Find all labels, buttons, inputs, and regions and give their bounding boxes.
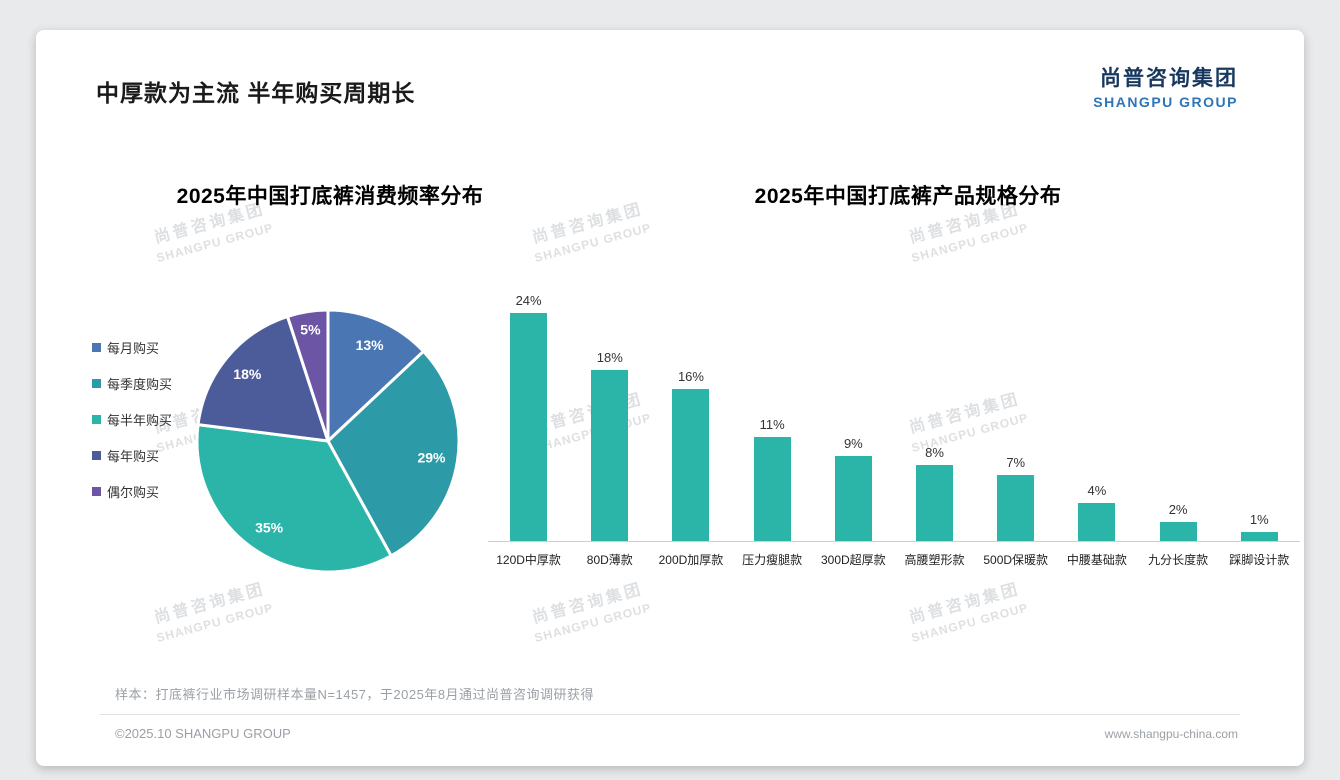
pie-slice-2 (195, 423, 393, 574)
bar-value-label: 24% (515, 293, 542, 308)
pie-slice-3 (196, 314, 330, 443)
footer: ©2025.10 SHANGPU GROUP www.shangpu-china… (115, 726, 1238, 741)
legend-label: 每月购买 (107, 340, 160, 356)
bar-category-label: 压力瘦腿款 (742, 553, 803, 567)
pie-value-label: 29% (417, 449, 446, 465)
bar-value-label: 16% (677, 369, 704, 384)
bar (510, 313, 548, 541)
pie-slice-4 (286, 308, 330, 443)
legend-item: 每季度购买 (92, 372, 172, 394)
bar-group: 18% (569, 350, 650, 541)
bar (997, 474, 1035, 541)
bar-category-label: 500D保暖款 (983, 553, 1049, 567)
pie-slice-1 (326, 349, 461, 558)
bar-value-label: 8% (925, 445, 944, 460)
legend-item: 每半年购买 (92, 408, 172, 430)
sample-note: 样本：打底裤行业市场调研样本量N=1457，于2025年8月通过尚普咨询调研获得 (115, 687, 595, 702)
legend-swatch (92, 378, 101, 388)
legend-swatch (92, 450, 101, 460)
legend-item: 每年购买 (92, 444, 172, 466)
bar-category-label: 200D加厚款 (658, 553, 724, 567)
bar (1159, 522, 1197, 541)
pie-value-label: 18% (233, 366, 262, 382)
bar-value-label: 11% (759, 416, 785, 432)
website-link[interactable]: www.shangpu-china.com (1104, 726, 1238, 741)
bar-chart-title: 2025年中国打底裤产品规格分布 (754, 185, 1062, 208)
bar (834, 455, 872, 541)
legend-label: 每季度购买 (107, 376, 173, 392)
pie-legend: 每月购买每季度购买每半年购买每年购买偶尔购买 (92, 336, 172, 516)
bar-group: 2% (1138, 502, 1219, 541)
bar-category-label: 80D薄款 (586, 553, 633, 567)
bar-category-label: 中腰基础款 (1066, 553, 1127, 567)
bar-category-label: 120D中厚款 (496, 553, 561, 567)
bar-group: 7% (975, 454, 1056, 541)
bar-value-label: 9% (843, 435, 863, 451)
pie-chart-title: 2025年中国打底裤消费频率分布 (176, 185, 484, 208)
bar-group: 16% (650, 369, 731, 541)
legend-item: 每月购买 (92, 336, 172, 358)
bar (753, 436, 791, 541)
pie-value-label: 13% (356, 337, 385, 353)
bar-group: 24% (488, 293, 569, 541)
bar-group: 8% (894, 445, 975, 541)
slide-card: 尚普咨询集团 SHANGPU GROUP 尚普咨询集团 SHANGPU GROUP 尚普… (36, 30, 1304, 766)
bar (1078, 503, 1116, 541)
bar-category-axis: 120D中厚款 80D薄款 200D加厚款 压力瘦腿款 300D超厚款 高腰塑形款 500D… (488, 542, 1300, 568)
bar (1240, 531, 1278, 541)
legend-label: 每半年购买 (107, 412, 173, 428)
bar-category-label: 高腰塑形款 (904, 553, 965, 567)
pie-value-label: 35% (255, 520, 284, 536)
bar-value-label: 7% (1006, 454, 1026, 470)
pie-value-label: 5% (300, 322, 321, 338)
copyright-text: ©2025.10 SHANGPU GROUP (115, 726, 291, 741)
bar-value-label: 18% (596, 350, 623, 365)
pie-slice-0 (326, 308, 425, 443)
company-logo: 尚普咨询集团 SHANGPU GROUP (1093, 62, 1238, 110)
bar-category-label: 300D超厚款 (820, 553, 886, 567)
bar (591, 370, 629, 541)
bar-value-label: 4% (1087, 483, 1107, 498)
bar-group: 9% (813, 435, 894, 541)
bar (916, 465, 954, 541)
bar-value-label: 1% (1249, 511, 1269, 527)
bar-plot-area: 24% 18% 16% 11% 9% 8% 7% 4% 2% 1% (488, 293, 1300, 542)
page-title: 中厚款为主流 半年购买周期长 (96, 80, 416, 106)
legend-label: 偶尔购买 (107, 484, 160, 500)
bar-group: 4% (1056, 483, 1137, 541)
slide-content: 中厚款为主流 半年购买周期长 尚普咨询集团 SHANGPU GROUP 2025… (36, 30, 1304, 766)
logo-english-text: SHANGPU GROUP (1093, 94, 1238, 110)
bar-group: 11% (732, 416, 813, 541)
bar-value-label: 2% (1168, 502, 1188, 517)
logo-chinese-text: 尚普咨询集团 (1100, 67, 1238, 90)
legend-item: 偶尔购买 (92, 480, 172, 502)
legend-swatch (92, 414, 101, 424)
bar-category-label: 踩脚设计款 (1229, 553, 1290, 567)
bar-category-label: 九分长度款 (1148, 553, 1209, 567)
bar-group: 1% (1219, 511, 1300, 541)
footer-divider (100, 714, 1240, 715)
bar (672, 389, 710, 541)
legend-swatch (92, 342, 101, 352)
legend-label: 每年购买 (107, 448, 160, 464)
bar-chart: 24% 18% 16% 11% 9% 8% 7% 4% 2% 1% 120D中厚款 80D薄款 200… (488, 293, 1300, 568)
pie-chart: 13% 29% 35% 18% 5% (195, 308, 461, 574)
legend-swatch (92, 486, 101, 496)
